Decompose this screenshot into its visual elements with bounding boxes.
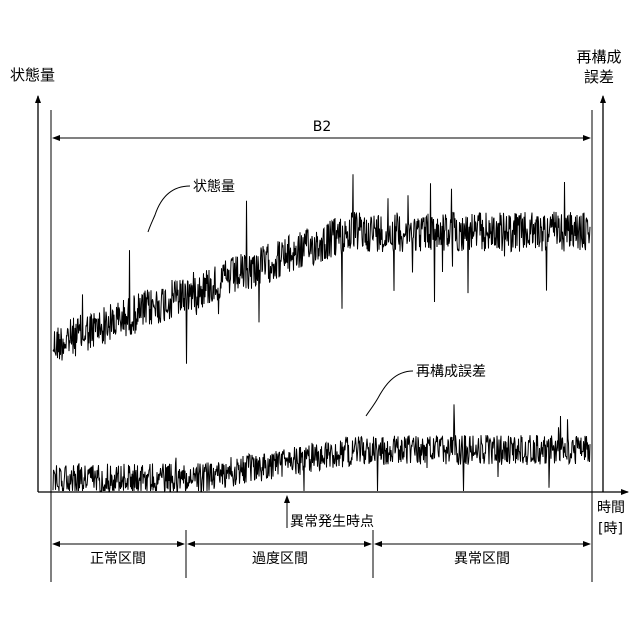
x-axis-label-line2: [時] <box>598 521 623 537</box>
diagram: 状態量 再構成 誤差 B2 状態量 再構成誤差 時間 [時] 異常発生時点 正常… <box>0 0 640 640</box>
reconstruction-error-trace <box>53 404 590 491</box>
right-axis-label-line1: 再構成 <box>576 48 621 66</box>
section-transient-label: 過度区間 <box>252 551 308 567</box>
anomaly-onset-label: 異常発生時点 <box>290 514 374 530</box>
b2-label: B2 <box>313 119 332 135</box>
error-series-label: 再構成誤差 <box>416 364 486 380</box>
left-axis-label: 状態量 <box>10 66 55 84</box>
section-abnormal-label: 異常区間 <box>454 551 510 567</box>
error-leader-line <box>366 371 413 416</box>
section-normal-label: 正常区間 <box>90 551 146 567</box>
state-leader-line <box>148 186 190 232</box>
signals <box>53 174 590 491</box>
state-series-label: 状態量 <box>193 179 235 195</box>
right-axis-label-line2: 誤差 <box>584 68 614 86</box>
x-axis-label-line1: 時間 <box>597 500 625 516</box>
state-trace <box>53 174 590 364</box>
